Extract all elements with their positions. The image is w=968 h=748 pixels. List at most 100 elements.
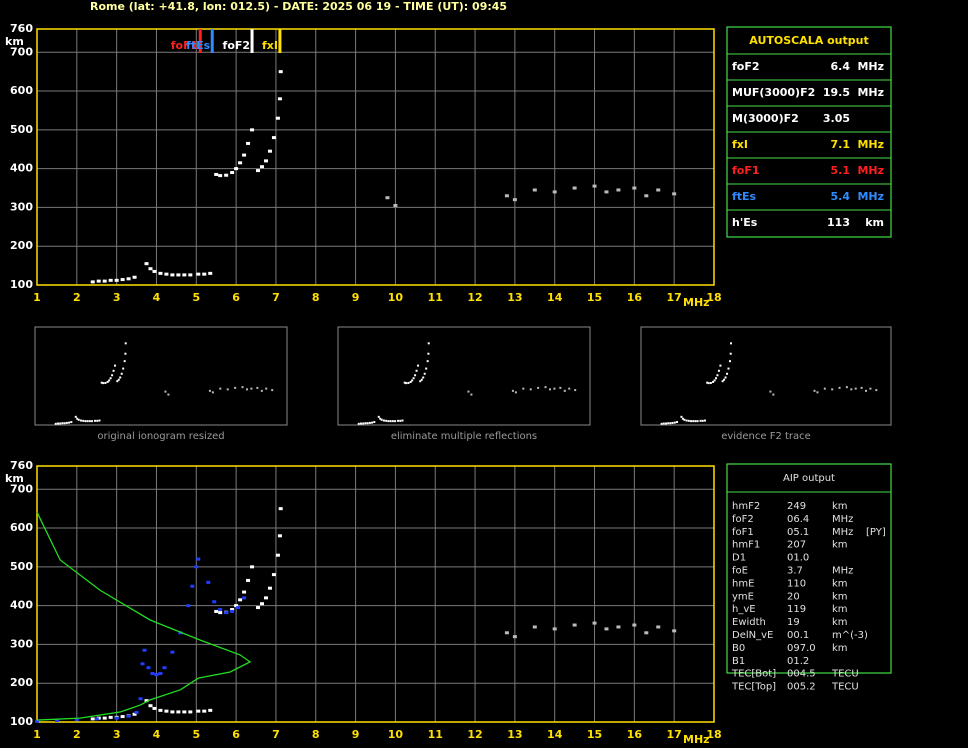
x-tick-label: 4 bbox=[153, 728, 161, 741]
trace-point bbox=[278, 70, 283, 74]
aip-cell: D1 bbox=[732, 553, 746, 564]
trace-point bbox=[250, 128, 255, 132]
trace-point bbox=[208, 271, 213, 275]
autoscala-cell: fxI bbox=[732, 138, 748, 151]
x-tick-label: 17 bbox=[667, 291, 682, 304]
trace-point bbox=[769, 390, 772, 393]
trace-point bbox=[74, 415, 77, 418]
trace-point bbox=[692, 420, 695, 423]
trace-point bbox=[188, 710, 193, 714]
trace-point bbox=[277, 534, 282, 538]
trace-point bbox=[271, 573, 276, 577]
trace-point bbox=[407, 381, 410, 384]
trace-point bbox=[102, 279, 107, 283]
thumbnail-frame bbox=[337, 326, 591, 426]
x-tick-label: 6 bbox=[232, 291, 240, 304]
x-tick-label: 8 bbox=[312, 728, 320, 741]
trace-point bbox=[854, 387, 857, 390]
trace-point bbox=[373, 421, 376, 424]
trace-point bbox=[150, 672, 155, 676]
trace-point bbox=[65, 421, 68, 424]
trace-point bbox=[256, 606, 261, 610]
trace-point bbox=[208, 708, 213, 712]
aip-cell: ymE bbox=[732, 591, 754, 602]
aip-cell: 097.0 bbox=[787, 643, 816, 654]
trace-point bbox=[250, 565, 255, 569]
autoscala-title: AUTOSCALA output bbox=[749, 34, 868, 47]
trace-point bbox=[823, 387, 826, 390]
x-tick-label: 6 bbox=[232, 728, 240, 741]
trace-point bbox=[182, 273, 187, 277]
trace-point bbox=[242, 596, 247, 600]
trace-point bbox=[154, 673, 159, 677]
trace-point bbox=[76, 417, 79, 420]
trace-point bbox=[366, 422, 369, 425]
trace-point bbox=[772, 393, 775, 396]
trace-point bbox=[241, 386, 244, 389]
trace-point bbox=[632, 623, 637, 627]
trace-point bbox=[673, 421, 676, 424]
autoscala-cell: 113 bbox=[827, 216, 850, 229]
trace-point bbox=[176, 710, 181, 714]
x-tick-label: 4 bbox=[153, 291, 161, 304]
trace-point bbox=[202, 272, 207, 276]
trace-point bbox=[114, 278, 119, 282]
trace-point bbox=[379, 417, 382, 420]
trace-point bbox=[108, 278, 113, 282]
x-tick-label: 18 bbox=[706, 291, 721, 304]
trace-point bbox=[514, 391, 517, 394]
trace-point bbox=[196, 557, 201, 561]
trace-point bbox=[79, 419, 82, 422]
trace-point bbox=[727, 367, 730, 370]
trace-point bbox=[548, 388, 551, 391]
trace-point bbox=[415, 369, 418, 372]
trace-point bbox=[68, 421, 71, 424]
trace-point bbox=[552, 190, 557, 194]
x-tick-label: 12 bbox=[467, 728, 482, 741]
trace-point bbox=[230, 609, 235, 613]
trace-point bbox=[96, 419, 99, 422]
trace-point bbox=[275, 116, 280, 120]
trace-point bbox=[134, 710, 139, 714]
x-tick-label: 9 bbox=[352, 291, 360, 304]
trace-point bbox=[385, 419, 388, 422]
autoscala-cell: M(3000)F2 bbox=[732, 112, 799, 125]
aip-cell: hmF2 bbox=[732, 501, 760, 512]
x-tick-label: 16 bbox=[627, 291, 643, 304]
trace-point bbox=[271, 389, 274, 392]
trace-point bbox=[559, 386, 562, 389]
autoscala-cell: MHz bbox=[857, 190, 884, 203]
trace-point bbox=[152, 269, 157, 273]
aip-cell: TECU bbox=[831, 682, 859, 693]
trace-point bbox=[717, 369, 720, 372]
trace-point bbox=[114, 364, 117, 367]
trace-point bbox=[277, 97, 282, 101]
trace-point bbox=[226, 388, 229, 391]
aip-cell: 005.2 bbox=[787, 682, 816, 693]
y-tick-label: 100 bbox=[10, 278, 33, 291]
trace-point bbox=[94, 419, 97, 422]
aip-cell: 110 bbox=[787, 578, 806, 589]
trace-point bbox=[202, 709, 207, 713]
trace-point bbox=[669, 422, 672, 425]
trace-point bbox=[132, 275, 137, 279]
trace-point bbox=[218, 174, 223, 178]
autoscala-cell: km bbox=[865, 216, 884, 229]
autoscala-cell: 5.4 bbox=[831, 190, 851, 203]
trace-point bbox=[644, 194, 649, 198]
trace-point bbox=[104, 381, 107, 384]
trace-point bbox=[662, 422, 665, 425]
trace-point bbox=[656, 188, 661, 192]
trace-point bbox=[63, 422, 66, 425]
autoscala-cell: MHz bbox=[857, 60, 884, 73]
trace-point bbox=[604, 190, 609, 194]
trace-point bbox=[234, 167, 239, 171]
trace-point bbox=[401, 419, 404, 422]
trace-point bbox=[275, 553, 280, 557]
trace-point bbox=[182, 710, 187, 714]
trace-point bbox=[186, 604, 191, 608]
trace-point bbox=[102, 716, 107, 720]
trace-point bbox=[532, 188, 537, 192]
